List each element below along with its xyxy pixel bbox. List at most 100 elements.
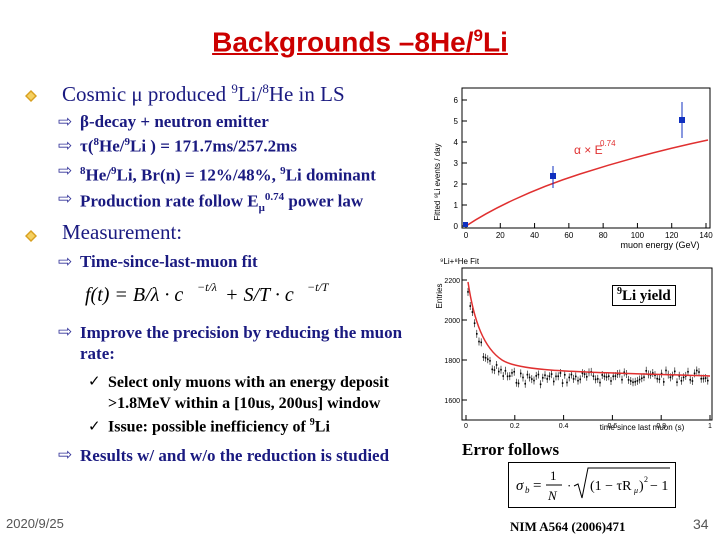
plot2-point — [506, 375, 509, 378]
bullet1-text-c: He in LS — [268, 82, 345, 106]
sub-improve-precision: Improve the precision by reducing the mu… — [80, 323, 403, 363]
plot2-point — [691, 380, 694, 382]
br-s1: 8 — [80, 165, 86, 177]
plot2-point — [524, 382, 526, 385]
br-s3: 9 — [280, 165, 286, 177]
title-pre: Backgrounds –8 — [212, 26, 430, 58]
plot2-point — [627, 379, 630, 381]
check-icon: ✓ — [88, 374, 101, 390]
lifetime-c: Li ) = 171.7ms/257.2ms — [130, 136, 297, 156]
plot-time-since-muon: ⁹Li+⁸He Fit Entries 0 0.2 0.4 0.6 0.8 1 1600 18… — [432, 252, 720, 434]
plot2-point — [581, 372, 584, 374]
prod-a: Production rate follow E — [80, 191, 259, 211]
slide-title: Backgrounds –8He/9Li — [0, 26, 720, 58]
sub-production-rate: Production rate follow Eμ0.74 power law — [80, 191, 363, 214]
arrow-bullet-icon: ⇨ — [58, 445, 73, 464]
plot2-point — [546, 378, 548, 380]
error-follows-text: Error follows — [462, 440, 560, 459]
plot1-xtick-label: 120 — [665, 231, 679, 240]
svg-text:σ: σ — [516, 478, 524, 494]
plot1-ytick-label: 2 — [454, 180, 459, 189]
plot2-point — [621, 378, 623, 381]
svg-text:+ S/T · c: + S/T · c — [225, 284, 294, 306]
plot2-point — [537, 373, 540, 376]
arrow-bullet-icon: ⇨ — [58, 136, 73, 155]
check-icon: ✓ — [88, 419, 101, 435]
plot1-ytick-label: 5 — [454, 117, 459, 126]
plot2-point — [612, 375, 614, 378]
plot2-point — [674, 370, 676, 373]
plot1-xtick-label: 80 — [599, 231, 608, 240]
plot2-point — [597, 378, 599, 380]
arrow-bullet-icon: ⇨ — [58, 252, 73, 271]
plot2-point — [579, 378, 581, 381]
plot2-point — [564, 373, 566, 376]
arrow-bullet-icon: ⇨ — [58, 112, 73, 131]
sub-branching: 8He/9Li, Br(n) = 12%/48%, 9Li dominant — [80, 165, 376, 186]
plot1-xlabel: muon energy (GeV) — [620, 240, 699, 250]
plot1-point — [679, 117, 685, 123]
plot2-point — [658, 378, 661, 381]
plot2-point — [493, 369, 496, 371]
nim-reference: NIM A564 (2006)471 — [510, 519, 626, 534]
plot1-frame — [461, 87, 711, 229]
plot2-point — [605, 376, 608, 378]
plot2-xtick-label: 1 — [708, 423, 712, 430]
plot1-ytick-label: 4 — [454, 138, 459, 147]
plot1-point — [550, 173, 556, 179]
title-mid: He/ — [429, 26, 474, 58]
svg-text:): ) — [639, 479, 644, 494]
lifetime-b: He/ — [99, 136, 125, 156]
plot2-point — [513, 370, 515, 373]
svg-text:N: N — [547, 488, 558, 503]
plot2-point — [539, 383, 542, 386]
br-b: Li, Br(n) = 12%/48%, — [116, 165, 281, 185]
plot1-ytick-label: 1 — [454, 201, 459, 210]
check-select-muons: Select only muons with an energy deposit… — [108, 374, 389, 412]
plot2-point — [568, 376, 570, 379]
plot2-point — [480, 341, 482, 344]
plot1-ytick-label: 3 — [454, 159, 459, 168]
plot2-point — [700, 377, 702, 380]
plot2-xtick-label: 0.4 — [559, 423, 569, 430]
yield-text: Li yield — [622, 288, 671, 304]
plot2-ylabel: Entries — [435, 284, 444, 309]
plot2-point — [583, 373, 586, 375]
issue-b: Li — [314, 418, 330, 436]
plot2-point — [676, 381, 678, 383]
bullet1-text-b: Li/ — [237, 82, 263, 106]
plot-rate-vs-energy: Fitted ⁹Li events / day 0 20 40 60 80 100 120 1… — [430, 82, 720, 250]
plot2-xtick-label: 0 — [464, 423, 468, 430]
plot2-point — [515, 381, 518, 384]
plot1-ytick-label: 6 — [454, 96, 459, 105]
lifetime-a: τ( — [80, 136, 94, 156]
svg-text:2: 2 — [644, 475, 648, 484]
plot2-point — [535, 375, 537, 377]
arrow-bullet-icon: ⇨ — [58, 322, 73, 341]
plot2-point — [482, 356, 485, 358]
sub-time-fit: Time-since-last-muon fit — [80, 252, 258, 271]
plot2-ytick-label: 1600 — [444, 398, 460, 405]
svg-text:−t/T: −t/T — [307, 280, 330, 294]
plot2-point — [495, 364, 498, 366]
plot2-point — [511, 372, 513, 374]
plot2-point — [654, 374, 656, 376]
plot2-xtick-label: 0.6 — [608, 423, 618, 430]
plot1-point — [463, 222, 468, 227]
plot2-point — [689, 378, 691, 381]
plot2-ytick-label: 1800 — [444, 358, 460, 365]
plot2-point — [680, 379, 683, 382]
plot1-fit-curve — [465, 139, 709, 227]
plot2-point — [610, 380, 612, 382]
sub-beta-decay: β-decay + neutron emitter — [80, 112, 269, 131]
prod-sup: 0.74 — [264, 191, 285, 203]
plot2-point — [656, 377, 658, 380]
plot2-point — [592, 375, 595, 377]
plot2-point — [570, 373, 573, 376]
plot2-xtick-label: 0.2 — [510, 423, 520, 430]
plot2-point — [544, 374, 546, 376]
plot2-point — [698, 371, 700, 373]
plot2-point — [561, 382, 564, 384]
plot2-ytick-label: 2200 — [444, 278, 460, 285]
diamond-bullet-icon — [25, 230, 37, 242]
